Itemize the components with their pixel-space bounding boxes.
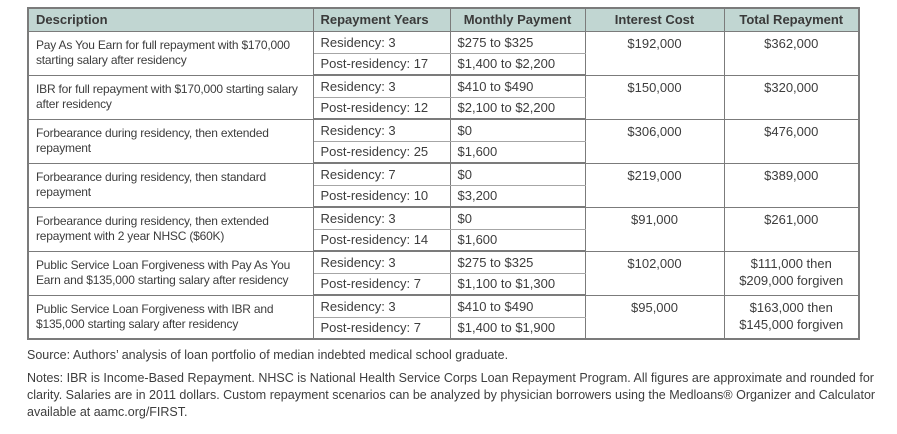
interest-cost-cell: $102,000: [584, 250, 725, 296]
description-cell: Forbearance during residency, then exten…: [27, 118, 314, 164]
residency-payment-cell: $275 to $325: [449, 30, 586, 54]
post-residency-payment-cell: $1,600: [449, 228, 586, 252]
post-residency-payment-cell: $1,600: [449, 140, 586, 164]
total-repayment-cell: $320,000: [723, 74, 860, 120]
interest-cost-cell: $192,000: [584, 30, 725, 76]
post-residency-payment-cell: $2,100 to $2,200: [449, 96, 586, 120]
source-note: Source: Authors’ analysis of loan portfo…: [27, 348, 509, 362]
residency-payment-cell: $275 to $325: [449, 250, 586, 274]
residency-payment-cell: $0: [449, 206, 586, 230]
description-cell: Public Service Loan Forgiveness with Pay…: [27, 250, 314, 296]
total-repayment-cell: $111,000 then $209,000 forgiven: [723, 250, 860, 296]
post-residency-years-cell: Post-residency: 7: [312, 272, 451, 296]
residency-payment-cell: $0: [449, 162, 586, 186]
table-row: Post-residency: 7 $1,100 to $1,300: [28, 272, 859, 296]
residency-years-cell: Residency: 7: [312, 162, 451, 186]
col-header-description: Description: [27, 7, 314, 32]
post-residency-years-cell: Post-residency: 14: [312, 228, 451, 252]
post-residency-payment-cell: $1,100 to $1,300: [449, 272, 586, 296]
residency-years-cell: Residency: 3: [312, 74, 451, 98]
post-residency-years-cell: Post-residency: 17: [312, 52, 451, 76]
interest-cost-cell: $91,000: [584, 206, 725, 252]
post-residency-years-cell: Post-residency: 7: [312, 316, 451, 340]
repayment-scenarios-table: Description Repayment Years Monthly Paym…: [27, 7, 860, 340]
total-repayment-cell: $389,000: [723, 162, 860, 208]
table-row: Post-residency: 12 $2,100 to $2,200: [28, 96, 859, 120]
description-cell: Pay As You Earn for full repayment with …: [27, 30, 314, 76]
table-row: IBR for full repayment with $170,000 sta…: [27, 74, 860, 120]
post-residency-payment-cell: $1,400 to $2,200: [449, 52, 586, 76]
interest-cost-cell: $219,000: [584, 162, 725, 208]
total-repayment-cell: $362,000: [723, 30, 860, 76]
table-row: Public Service Loan Forgiveness with Pay…: [27, 250, 860, 296]
table-row: Pay As You Earn for full repayment with …: [27, 30, 860, 76]
col-header-interest-cost: Interest Cost: [584, 7, 725, 32]
table-row: Forbearance during residency, then exten…: [27, 206, 860, 252]
residency-payment-cell: $0: [449, 118, 586, 142]
description-cell: Forbearance during residency, then stand…: [27, 162, 314, 208]
residency-years-cell: Residency: 3: [312, 118, 451, 142]
residency-years-cell: Residency: 3: [312, 206, 451, 230]
table-row: Forbearance during residency, then stand…: [27, 162, 860, 208]
table-row: Public Service Loan Forgiveness with IBR…: [27, 294, 860, 340]
col-header-monthly-payment: Monthly Payment: [449, 7, 586, 32]
table-row: Post-residency: 14 $1,600: [28, 228, 859, 252]
table-header-row: Description Repayment Years Monthly Paym…: [27, 7, 860, 32]
col-header-total-repayment: Total Repayment: [723, 7, 860, 32]
description-cell: Forbearance during residency, then exten…: [27, 206, 314, 252]
table-row: Post-residency: 10 $3,200: [28, 184, 859, 208]
residency-years-cell: Residency: 3: [312, 250, 451, 274]
total-repayment-cell: $163,000 then $145,000 forgiven: [723, 294, 860, 340]
interest-cost-cell: $150,000: [584, 74, 725, 120]
post-residency-years-cell: Post-residency: 12: [312, 96, 451, 120]
residency-payment-cell: $410 to $490: [449, 74, 586, 98]
table-row: Post-residency: 17 $1,400 to $2,200: [28, 52, 859, 76]
table-row: Post-residency: 7 $1,400 to $1,900: [28, 316, 859, 340]
table-row: Forbearance during residency, then exten…: [27, 118, 860, 164]
description-cell: Public Service Loan Forgiveness with IBR…: [27, 294, 314, 340]
interest-cost-cell: $95,000: [584, 294, 725, 340]
post-residency-payment-cell: $1,400 to $1,900: [449, 316, 586, 340]
total-repayment-cell: $261,000: [723, 206, 860, 252]
post-residency-years-cell: Post-residency: 25: [312, 140, 451, 164]
footnotes: Source: Authors’ analysis of loan portfo…: [27, 347, 879, 421]
residency-years-cell: Residency: 3: [312, 30, 451, 54]
residency-years-cell: Residency: 3: [312, 294, 451, 318]
col-header-repayment-years: Repayment Years: [312, 7, 451, 32]
interest-cost-cell: $306,000: [584, 118, 725, 164]
description-cell: IBR for full repayment with $170,000 sta…: [27, 74, 314, 120]
table-row: Post-residency: 25 $1,600: [28, 140, 859, 164]
total-repayment-cell: $476,000: [723, 118, 860, 164]
notes-text: Notes: IBR is Income-Based Repayment. NH…: [27, 371, 876, 419]
post-residency-years-cell: Post-residency: 10: [312, 184, 451, 208]
residency-payment-cell: $410 to $490: [449, 294, 586, 318]
post-residency-payment-cell: $3,200: [449, 184, 586, 208]
